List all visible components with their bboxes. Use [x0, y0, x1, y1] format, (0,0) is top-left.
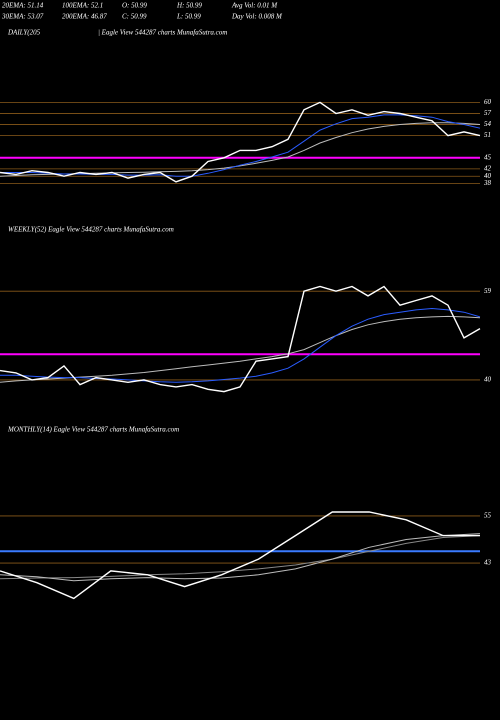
y-tick-label: 38	[483, 179, 492, 187]
panel-title: WEEKLY(52) Eagle View 544287 charts Muna…	[8, 226, 174, 234]
y-tick-label: 54	[484, 120, 492, 128]
panel-title: MONTHLY(14) Eagle View 544287 charts Mun…	[7, 426, 179, 434]
panel-title: DAILY(205	[7, 29, 41, 37]
panel-subtitle: | Eagle View 544287 charts MunafaSutra.c…	[98, 29, 227, 37]
header-stat: L: 50.99	[176, 13, 201, 21]
price-line	[0, 533, 481, 582]
price-line	[0, 285, 481, 393]
header-stat: 200EMA: 46.87	[62, 13, 107, 21]
header-stat: Day Vol: 0.008 M	[231, 13, 283, 21]
y-tick-label: 60	[484, 98, 492, 106]
price-line	[0, 535, 481, 580]
price-line	[0, 307, 481, 383]
y-tick-label: 45	[484, 153, 492, 161]
header-stat: H: 50.99	[176, 2, 202, 10]
y-tick-label: 43	[484, 559, 492, 567]
header-stat: Avg Vol: 0.01 M	[231, 2, 278, 10]
price-line	[0, 101, 481, 183]
header-stat: 20EMA: 51.14	[2, 2, 44, 10]
y-tick-label: 40	[484, 172, 492, 180]
price-line	[0, 114, 481, 177]
y-tick-label: 55	[484, 512, 492, 520]
price-line	[0, 511, 480, 600]
y-tick-label: 57	[484, 109, 492, 117]
header-stat: O: 50.99	[122, 2, 147, 10]
header-stat: 100EMA: 52.1	[62, 2, 103, 10]
y-tick-label: 51	[484, 131, 491, 139]
header-stat: C: 50.99	[122, 13, 147, 21]
y-tick-label: 59	[484, 287, 492, 295]
y-tick-label: 42	[484, 164, 492, 172]
y-tick-label: 40	[484, 376, 492, 384]
header-stat: 30EMA: 53.07	[1, 13, 44, 21]
